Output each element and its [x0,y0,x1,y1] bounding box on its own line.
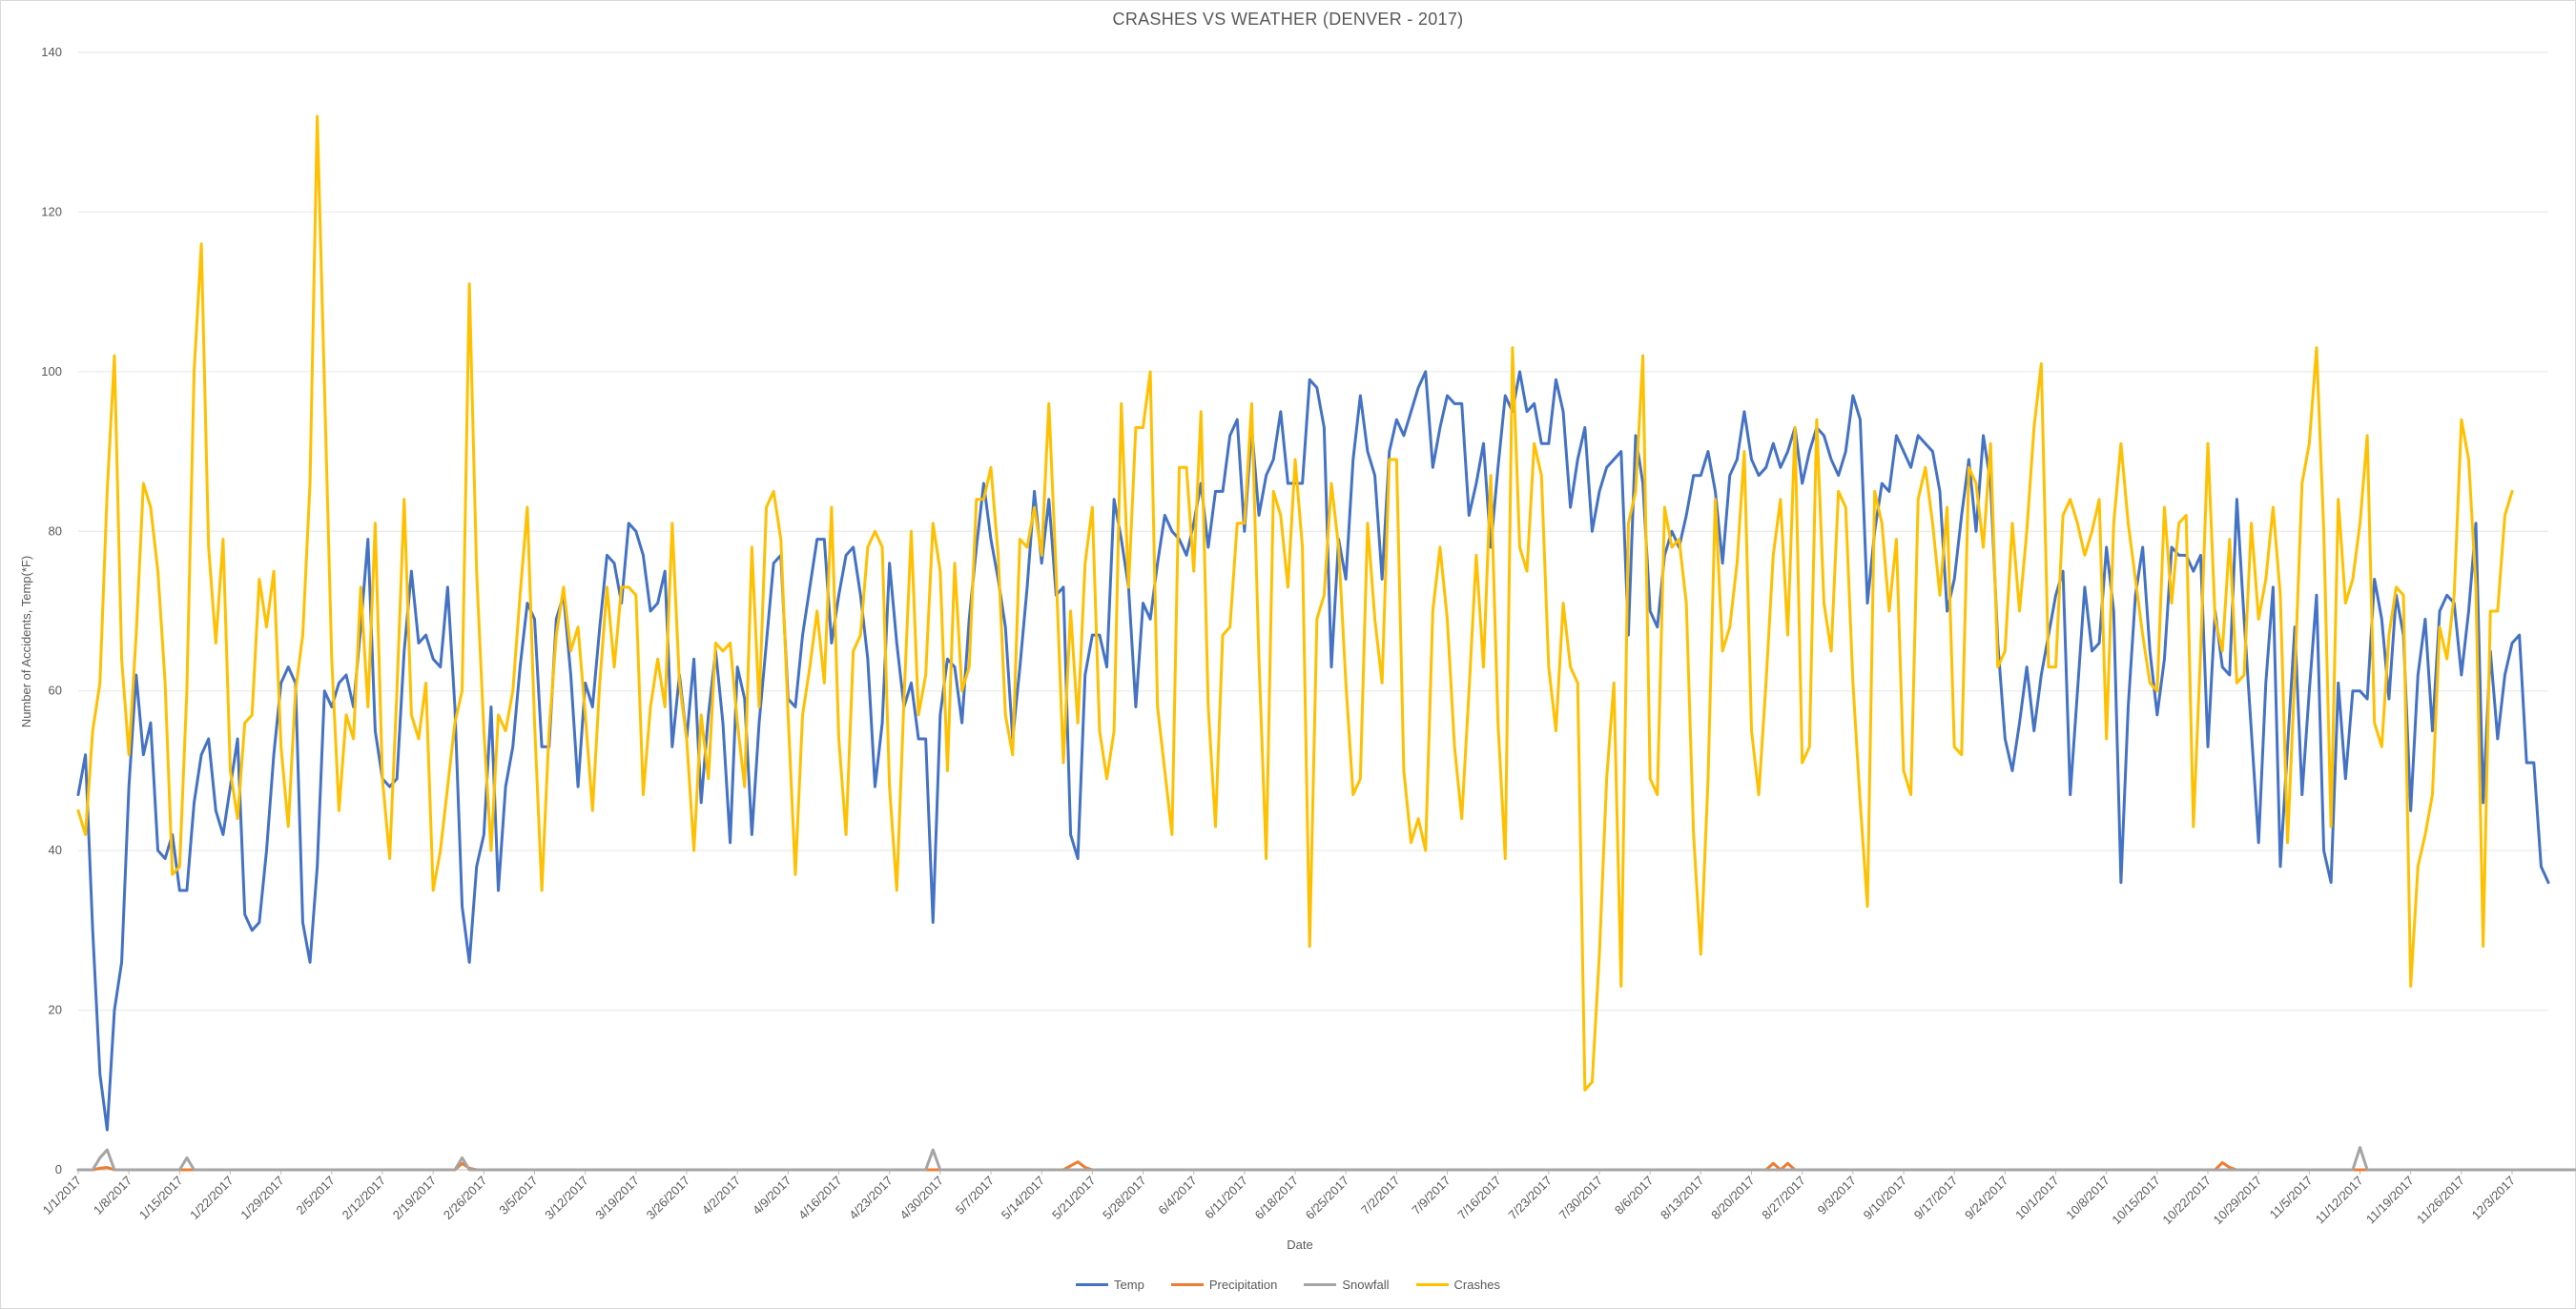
series-line-crashes [76,114,2514,1092]
x-tick-label: 12/3/2017 [2469,1174,2519,1223]
x-axis-ticks: 1/1/2017 1/8/2017 1/15/2017 1/22/2017 1/29/2… [40,1170,2518,1227]
y-tick-label: 80 [49,523,62,538]
x-tick-label: 4/16/2017 [795,1174,845,1223]
y-tick-label: 120 [41,204,62,218]
legend-label: Temp [1114,1278,1144,1292]
x-tick-label: 6/11/2017 [1202,1174,1250,1222]
x-tick-label: 5/21/2017 [1049,1174,1099,1223]
x-tick-label: 6/4/2017 [1155,1174,1199,1217]
x-tick-label: 10/1/2017 [2012,1174,2062,1223]
x-tick-label: 5/7/2017 [953,1174,997,1217]
x-tick-label: 2/5/2017 [294,1174,338,1217]
x-tick-label: 6/18/2017 [1252,1174,1302,1223]
x-tick-label: 2/12/2017 [340,1174,389,1223]
x-tick-label: 11/12/2017 [2313,1174,2366,1227]
legend-swatch [1076,1283,1109,1286]
legend-item-precipitation: Precipitation [1170,1278,1278,1292]
y-tick-label: 0 [55,1162,62,1176]
x-tick-label: 1/8/2017 [91,1174,134,1217]
legend-item-crashes: Crashes [1415,1278,1500,1292]
y-tick-label: 60 [49,684,62,698]
x-tick-label: 1/1/2017 [40,1174,84,1217]
x-tick-label: 5/14/2017 [999,1174,1048,1223]
legend-item-snowfall: Snowfall [1304,1278,1390,1292]
x-tick-label: 7/23/2017 [1505,1174,1555,1223]
x-tick-label: 8/13/2017 [1658,1174,1707,1223]
x-tick-label: 1/29/2017 [237,1174,287,1223]
x-tick-label: 11/5/2017 [2267,1174,2316,1222]
y-axis-title: Number of Accidents, Temp(*F) [19,556,33,727]
x-tick-label: 1/15/2017 [136,1174,186,1223]
x-tick-label: 8/6/2017 [1612,1174,1656,1217]
x-tick-label: 1/22/2017 [187,1174,237,1223]
x-tick-label: 10/8/2017 [2063,1174,2112,1223]
x-tick-label: 8/27/2017 [1759,1174,1808,1223]
y-tick-label: 100 [41,364,62,378]
x-tick-label: 10/15/2017 [2109,1174,2163,1228]
legend-item-temp: Temp [1076,1278,1144,1292]
x-tick-label: 7/2/2017 [1358,1174,1402,1217]
x-tick-label: 3/5/2017 [496,1174,540,1217]
y-tick-label: 20 [49,1003,62,1017]
x-tick-label: 9/3/2017 [1815,1174,1859,1217]
x-tick-label: 11/19/2017 [2363,1174,2417,1227]
series-lines [76,114,2576,1172]
y-tick-label: 140 [41,45,62,59]
x-tick-label: 10/29/2017 [2211,1174,2265,1228]
x-tick-label: 4/9/2017 [750,1174,793,1217]
x-tick-label: 3/12/2017 [542,1174,591,1223]
x-tick-label: 7/30/2017 [1556,1174,1606,1223]
x-tick-label: 7/9/2017 [1409,1174,1453,1217]
legend: Temp Precipitation Snowfall Crashes [0,1278,2576,1292]
legend-label: Crashes [1453,1278,1500,1292]
x-tick-label: 3/19/2017 [592,1174,642,1223]
series-line-snowfall [76,1146,2576,1172]
x-tick-label: 3/26/2017 [644,1174,693,1223]
x-tick-label: 2/26/2017 [441,1174,490,1223]
legend-swatch [1415,1283,1449,1286]
x-tick-label: 5/28/2017 [1100,1174,1149,1223]
y-axis-ticks: 0 20 40 60 80 100 120 140 [41,45,62,1176]
x-tick-label: 8/20/2017 [1708,1174,1758,1223]
x-tick-label: 4/2/2017 [699,1174,743,1217]
legend-label: Snowfall [1342,1278,1390,1292]
y-tick-label: 40 [49,843,62,857]
x-tick-label: 9/10/2017 [1861,1174,1910,1223]
gridlines [78,51,2548,1171]
x-axis-title: Date [1287,1237,1312,1252]
x-tick-label: 11/26/2017 [2414,1174,2467,1227]
line-chart: 0 20 40 60 80 100 120 140 1/1/2017 1/8/2017 1/15/… [19,45,2576,1252]
x-tick-label: 4/23/2017 [846,1174,896,1223]
legend-swatch [1304,1283,1337,1286]
legend-swatch [1170,1283,1204,1286]
x-tick-label: 9/24/2017 [1962,1174,2011,1223]
x-tick-label: 10/22/2017 [2160,1174,2215,1228]
legend-label: Precipitation [1208,1278,1278,1292]
chart-title: CRASHES VS WEATHER (DENVER - 2017) [1112,10,1464,29]
x-tick-label: 9/17/2017 [1911,1174,1961,1223]
x-tick-label: 2/19/2017 [390,1174,440,1223]
x-tick-label: 4/30/2017 [896,1174,946,1223]
x-tick-label: 7/16/2017 [1454,1174,1504,1223]
x-tick-label: 6/25/2017 [1303,1174,1352,1223]
